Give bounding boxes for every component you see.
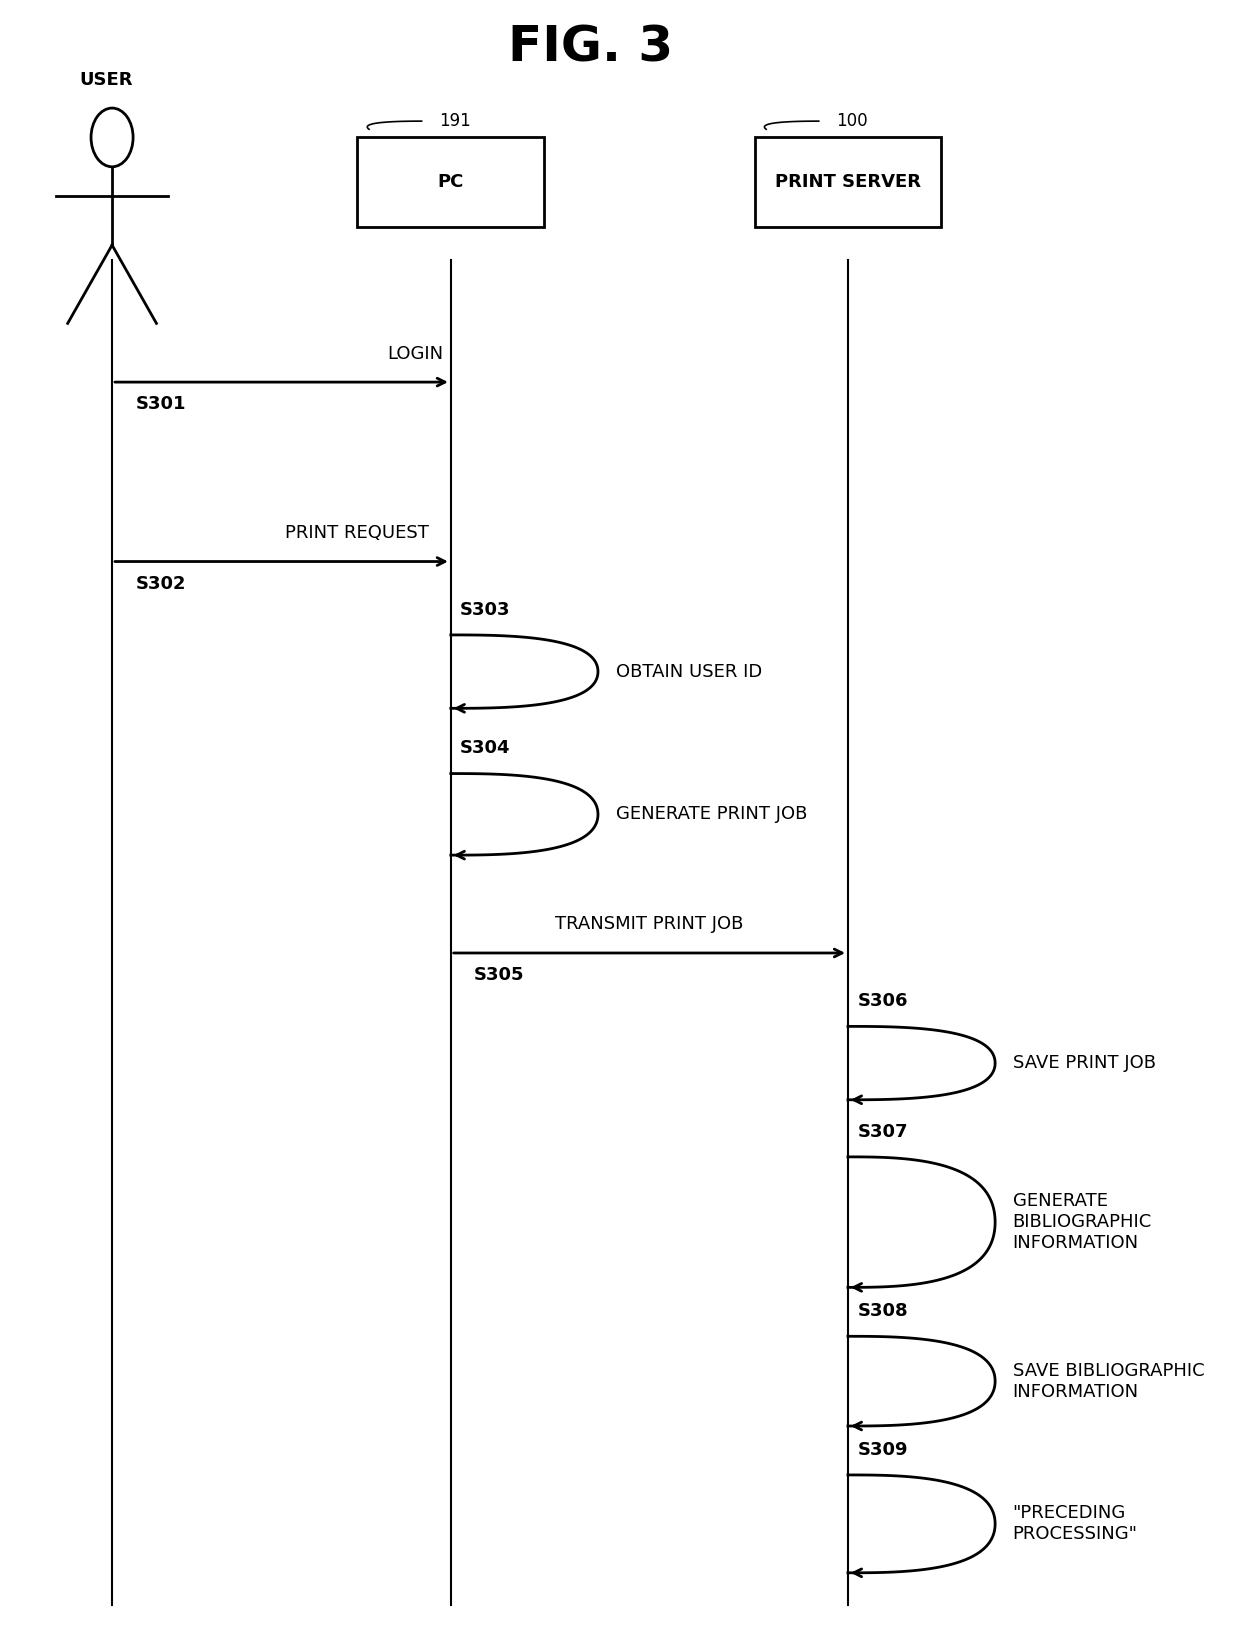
Text: GENERATE
BIBLIOGRAPHIC
INFORMATION: GENERATE BIBLIOGRAPHIC INFORMATION xyxy=(1013,1193,1152,1252)
Text: S304: S304 xyxy=(460,739,511,757)
Text: S306: S306 xyxy=(857,992,908,1010)
Text: S303: S303 xyxy=(460,600,511,619)
Text: S309: S309 xyxy=(857,1441,908,1459)
Text: LOGIN: LOGIN xyxy=(388,344,444,362)
Text: GENERATE PRINT JOB: GENERATE PRINT JOB xyxy=(615,806,807,824)
Text: OBTAIN USER ID: OBTAIN USER ID xyxy=(615,663,761,681)
FancyBboxPatch shape xyxy=(754,138,941,227)
Text: S302: S302 xyxy=(135,574,186,592)
Text: USER: USER xyxy=(79,71,133,89)
Text: S308: S308 xyxy=(857,1301,908,1319)
Text: S301: S301 xyxy=(135,395,186,413)
Text: PC: PC xyxy=(438,173,464,191)
Text: SAVE BIBLIOGRAPHIC
INFORMATION: SAVE BIBLIOGRAPHIC INFORMATION xyxy=(1013,1362,1204,1400)
FancyBboxPatch shape xyxy=(357,138,544,227)
Text: TRANSMIT PRINT JOB: TRANSMIT PRINT JOB xyxy=(556,915,744,933)
Text: PRINT SERVER: PRINT SERVER xyxy=(775,173,921,191)
Text: 100: 100 xyxy=(836,112,868,130)
Text: FIG. 3: FIG. 3 xyxy=(508,23,673,72)
Text: PRINT REQUEST: PRINT REQUEST xyxy=(285,525,429,541)
Text: SAVE PRINT JOB: SAVE PRINT JOB xyxy=(1013,1054,1156,1073)
Text: S305: S305 xyxy=(474,966,525,984)
Text: "PRECEDING
PROCESSING": "PRECEDING PROCESSING" xyxy=(1013,1505,1137,1543)
Text: S307: S307 xyxy=(857,1122,908,1140)
Text: 191: 191 xyxy=(439,112,471,130)
